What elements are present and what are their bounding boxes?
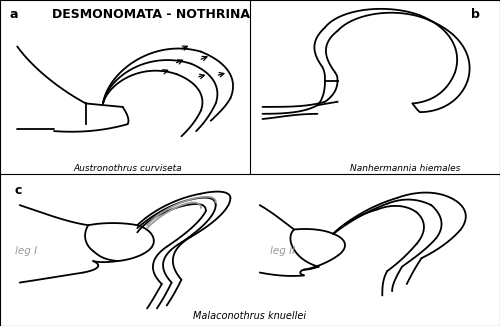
Text: Malaconothrus knuellei: Malaconothrus knuellei: [194, 311, 306, 321]
Text: leg II: leg II: [270, 246, 294, 256]
Text: c: c: [15, 184, 22, 197]
Text: leg I: leg I: [15, 246, 37, 256]
Text: DESMONOMATA - NOTHRINA: DESMONOMATA - NOTHRINA: [52, 8, 250, 22]
Text: a: a: [10, 8, 18, 22]
Text: Austronothrus curviseta: Austronothrus curviseta: [73, 164, 182, 172]
Text: b: b: [471, 8, 480, 22]
Text: Nanhermannia hiemales: Nanhermannia hiemales: [350, 164, 460, 172]
